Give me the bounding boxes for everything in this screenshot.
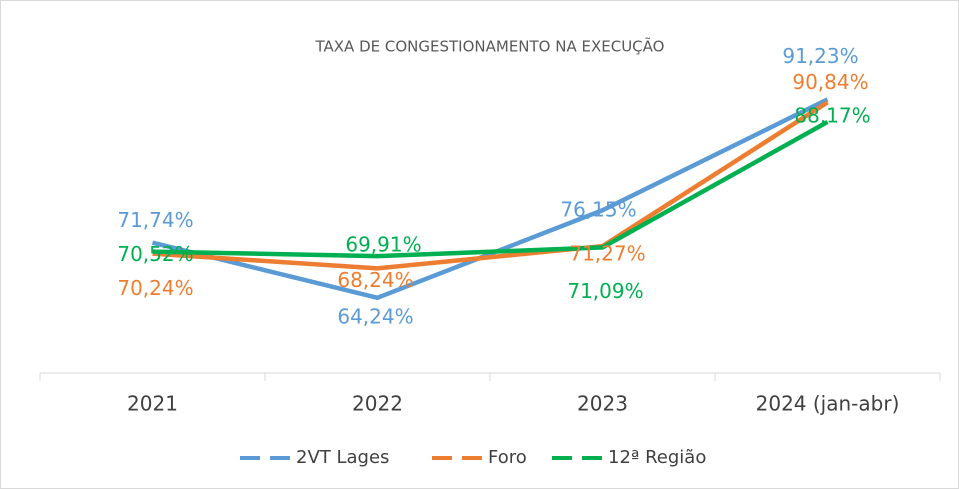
data-label: 71,09%: [567, 279, 643, 303]
x-tick-label: 2021: [127, 392, 178, 416]
data-label: 91,23%: [782, 44, 858, 68]
chart-title: TAXA DE CONGESTIONAMENTO NA EXECUÇÃO: [315, 37, 665, 56]
axis-ticks: [39, 373, 941, 381]
legend-label: Foro: [488, 447, 527, 468]
series-line: [152, 100, 829, 271]
data-label: 76,15%: [560, 198, 636, 222]
series-line: [152, 119, 829, 259]
data-label: 90,84%: [792, 70, 868, 94]
x-tick-label: 2023: [577, 392, 628, 416]
data-label: 71,74%: [117, 208, 193, 232]
x-tick-label: 2024 (jan-abr): [756, 392, 900, 416]
data-label: 70,52%: [117, 242, 193, 266]
data-label: 71,27%: [569, 242, 645, 266]
data-label: 88,17%: [794, 103, 870, 127]
data-label: 68,24%: [337, 268, 413, 292]
legend-label: 2VT Lages: [296, 447, 389, 468]
data-label: 69,91%: [345, 233, 421, 257]
data-label: 70,24%: [117, 276, 193, 300]
data-label: 64,24%: [337, 304, 413, 328]
legend-label: 12ª Região: [608, 447, 706, 468]
x-tick-label: 2022: [352, 392, 403, 416]
